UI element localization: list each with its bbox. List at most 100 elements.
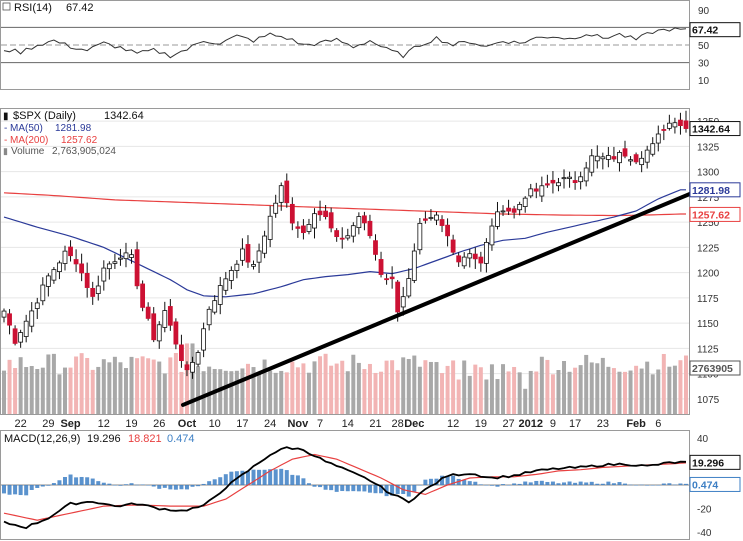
macd-histogram-bar — [146, 485, 151, 486]
macd-histogram-bar — [451, 475, 456, 485]
volume-bar — [600, 357, 605, 414]
volume-bar — [223, 370, 228, 414]
candle-body — [129, 254, 134, 258]
volume-bar — [96, 366, 101, 414]
macd-histogram-bar — [345, 485, 350, 492]
macd-histogram-bar — [151, 485, 156, 487]
price-tick-label: 1175 — [697, 294, 719, 305]
candle-body — [489, 225, 495, 246]
volume-bar — [151, 359, 156, 414]
candle-body — [295, 226, 301, 229]
candle-body — [373, 240, 378, 255]
macd-histogram-bar — [318, 485, 323, 488]
macd-tick-label: -40 — [697, 528, 712, 539]
volume-bar — [301, 363, 306, 414]
macd-histogram-bar — [284, 470, 289, 485]
macd-histogram-bar — [512, 483, 517, 485]
ma50-label: MA(50) — [10, 123, 43, 134]
volume-bar — [329, 365, 334, 414]
macd-line — [3, 446, 687, 530]
candle-body — [101, 267, 107, 282]
volume-bar — [684, 355, 688, 414]
macd-histogram-bar — [501, 484, 506, 485]
price-tick-label: 1125 — [697, 344, 719, 355]
volume-bar — [13, 368, 18, 414]
macd-histogram-bar — [29, 485, 34, 490]
price-tick-label: 1300 — [697, 168, 720, 179]
macd-tick-label: 40 — [697, 434, 709, 445]
x-axis-labels: 22 29 Sep 12 19 26 Oct 10 17 24 Nov 7 14 21 28 Dec 12 19 2… — [15, 418, 662, 430]
x-tick-label: 23 — [597, 418, 609, 430]
candle-body — [389, 276, 395, 280]
macd-histogram-bar — [51, 483, 56, 485]
candle-body — [683, 120, 689, 129]
volume-bar — [173, 352, 178, 414]
volume-bar — [412, 355, 417, 414]
macd-histogram-bar — [162, 485, 167, 488]
price-tick-label: 1250 — [697, 218, 720, 229]
macd-histogram-bar — [645, 485, 650, 486]
candle-body — [206, 308, 212, 326]
candle-body — [428, 217, 434, 219]
x-tick-label: 14 — [342, 418, 354, 430]
volume-bar — [523, 388, 528, 414]
volume-bar — [207, 366, 212, 414]
candle-body — [589, 155, 595, 173]
x-tick-label: 24 — [264, 418, 276, 430]
x-tick-label: 27 — [502, 418, 514, 430]
volume-bar — [40, 367, 45, 414]
candle-body — [151, 313, 157, 341]
volume-icon: ▮ — [3, 146, 8, 156]
macd-histogram-bar — [661, 483, 666, 485]
rsi-label: RSI(14) — [14, 2, 52, 14]
candle-body — [406, 278, 412, 297]
volume-bar — [196, 366, 201, 414]
volume-bar — [2, 370, 6, 414]
macd-histogram-bar — [179, 485, 184, 490]
volume-bar — [57, 374, 62, 414]
ma200-line — [3, 192, 686, 217]
x-tick-label: Feb — [626, 418, 646, 430]
ma200-prefix: - — [4, 135, 7, 146]
candle-body — [339, 237, 345, 240]
volume-bar — [678, 360, 683, 414]
macd-histogram-bar — [295, 475, 300, 485]
price-tick-label: 1275 — [697, 193, 720, 204]
x-tick-label: 10 — [209, 418, 221, 430]
volume-bar — [85, 357, 90, 414]
volume-bar — [295, 367, 300, 414]
macd-histogram-bar — [589, 481, 594, 485]
macd-histogram-bar — [440, 475, 445, 485]
volume-bar — [634, 365, 639, 414]
candle-body — [617, 152, 622, 164]
hist-tag: 0.474 — [692, 479, 718, 491]
ma50-tag: 1281.98 — [692, 185, 730, 197]
volume-bar — [51, 353, 56, 414]
candle-body — [472, 253, 478, 260]
volume-bar — [478, 367, 483, 414]
macd-histogram-bar — [656, 485, 661, 486]
macd-histogram-bar — [85, 477, 90, 485]
volume-bar — [123, 368, 128, 414]
volume-bar — [656, 369, 661, 414]
volume-bar — [273, 372, 278, 414]
macd-histogram-bar — [18, 485, 23, 496]
candlesticks — [1, 110, 689, 379]
x-tick-label: 9 — [550, 418, 556, 430]
hist-tag-box — [689, 476, 741, 492]
macd-histogram-bar — [639, 484, 644, 486]
candle-body — [628, 159, 633, 162]
rsi-series-line — [3, 27, 687, 59]
x-tick-label: 6 — [655, 418, 661, 430]
macd-histogram-bar — [35, 485, 40, 488]
candle-body — [134, 249, 140, 287]
macd-histogram-bar — [46, 485, 51, 486]
volume-value: 2,763,905,024 — [52, 146, 116, 157]
candle-body — [228, 270, 234, 281]
volume-bar — [362, 369, 367, 414]
price-last-value: 1342.64 — [104, 110, 144, 122]
candle-body — [461, 256, 467, 267]
volume-tag-box — [689, 360, 741, 376]
rsi-tag-box — [689, 22, 741, 38]
macd-histogram-bar — [13, 485, 18, 495]
